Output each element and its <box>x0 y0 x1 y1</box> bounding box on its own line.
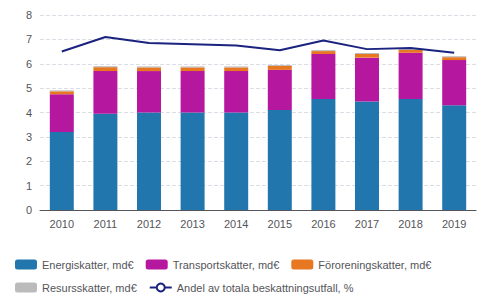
svg-text:Resursskatter, md€: Resursskatter, md€ <box>42 282 137 294</box>
svg-text:Energiskatter, md€: Energiskatter, md€ <box>42 259 134 271</box>
svg-text:2015: 2015 <box>268 218 292 230</box>
svg-text:Föroreningskatter, md€: Föroreningskatter, md€ <box>318 259 431 271</box>
svg-text:2011: 2011 <box>94 218 118 230</box>
svg-text:2017: 2017 <box>355 218 379 230</box>
svg-text:2013: 2013 <box>180 218 204 230</box>
svg-text:Transportskatter, md€: Transportskatter, md€ <box>173 259 280 271</box>
svg-text:5: 5 <box>26 82 32 94</box>
svg-text:2012: 2012 <box>137 218 161 230</box>
svg-text:8: 8 <box>26 9 32 21</box>
svg-text:2016: 2016 <box>311 218 335 230</box>
svg-text:Andel av totala beskattningsut: Andel av totala beskattningsutfall, % <box>177 282 354 294</box>
svg-text:4: 4 <box>26 107 32 119</box>
svg-text:2018: 2018 <box>398 218 422 230</box>
svg-text:2019: 2019 <box>442 218 466 230</box>
svg-text:0: 0 <box>26 204 32 216</box>
svg-text:2010: 2010 <box>50 218 74 230</box>
svg-text:7: 7 <box>26 33 32 45</box>
svg-text:3: 3 <box>26 131 32 143</box>
svg-text:2014: 2014 <box>224 218 248 230</box>
svg-text:1: 1 <box>26 180 32 192</box>
svg-text:6: 6 <box>26 58 32 70</box>
svg-text:2: 2 <box>26 155 32 167</box>
